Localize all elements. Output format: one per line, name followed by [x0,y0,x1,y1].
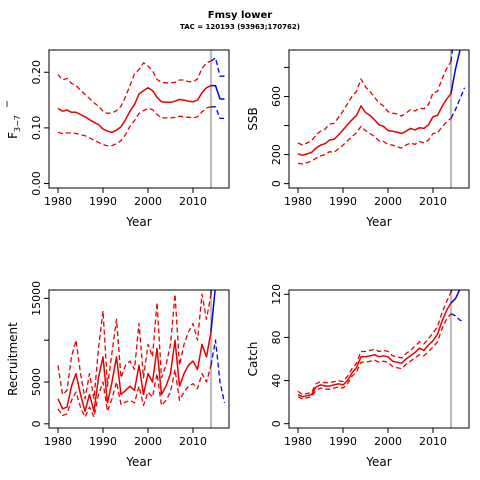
ssb-plot-frame [288,49,470,189]
ssb-ytick-label: 600 [270,86,283,107]
catch-xtick-label: 1980 [284,435,312,448]
catch-ytick-label: 80 [270,330,283,344]
panel-ssb: 1980 1990 2000 2010 0 200 600 Year SSB [246,49,470,229]
rec-ylabel: Recruitment [6,322,20,396]
catch-hist-lo-line [297,313,452,400]
rec-proj-lo-line [210,339,226,404]
ssb-hist-lo-line [297,117,452,165]
ssb-ylabel: SSB [246,107,260,130]
rec-xtick-label: 2010 [179,435,207,448]
f-hist-hi-line [57,60,212,115]
ssb-xlabel: Year [365,215,391,229]
f-ylabel: F3−7 [6,115,22,139]
f-proj-hi-line [210,57,225,77]
f-ytick-label: 0.10 [30,116,43,141]
catch-xtick-label: 2010 [419,435,447,448]
rec-ytick-label: 15000 [30,281,43,316]
f-xtick-label: 2000 [134,195,162,208]
catch-xlabel: Year [365,455,391,469]
catch-xtick-label: 2000 [374,435,402,448]
figure-title: Fmsy lower [207,10,273,21]
catch-proj-mid-line [450,290,461,304]
rec-plot-frame [48,289,230,429]
panel-f: 1980 1990 2000 2010 0.00 0.10 0.20 Year F3−7 [6,49,230,229]
f-proj-lo-line [211,106,225,120]
catch-proj-hi-line [450,290,453,293]
f-ytick-label: 0.00 [30,171,43,196]
rec-hist-hi-line [57,293,212,400]
catch-ytick-label: 40 [270,374,283,388]
catch-proj-lo-line [450,313,465,322]
f-xtick-label: 1980 [44,195,72,208]
rec-xtick-label: 1980 [44,435,72,448]
figure-subtitle: TAC = 120193 (93963;170762) [180,23,300,31]
f-xlabel: Year [125,215,151,229]
catch-hist-mid-line [297,302,452,398]
rec-xtick-label: 1990 [89,435,117,448]
catch-hist-hi-line [297,291,452,396]
catch-plot-frame [288,289,470,429]
f-hist-mid-line [57,84,212,134]
f-xtick-label: 1990 [89,195,117,208]
ssb-xtick-label: 2000 [374,195,402,208]
rec-xtick-label: 2000 [134,435,162,448]
rec-xlabel: Year [125,455,151,469]
f-ytick-label: 0.20 [30,60,43,85]
catch-ylabel: Catch [246,342,260,377]
rec-hist-mid-line [57,331,212,413]
ssb-xtick-label: 2010 [419,195,447,208]
ssb-hist-mid-line [297,93,452,157]
ssb-xtick-label: 1980 [284,195,312,208]
catch-ytick-label: 0 [270,420,283,427]
catch-ytick-label: 120 [270,284,283,305]
rec-ytick-label: 5000 [30,368,43,396]
ssb-ytick-label: 0 [270,180,283,187]
f-plot-frame [48,49,230,189]
ssb-proj-mid-line [450,50,461,94]
panel-catch: 1980 1990 2000 2010 0 40 80 120 Year Catch [246,284,470,469]
ssb-xtick-label: 1990 [329,195,357,208]
f-hist-lo-line [57,106,212,147]
panel-recruitment: 1980 1990 2000 2010 0 5000 15000 Year Recruitmen… [6,281,230,469]
f-xtick-label: 2010 [179,195,207,208]
ssb-hist-hi-line [297,61,452,146]
rec-hist-lo-line [57,365,212,418]
rec-proj-mid-line [210,290,216,332]
ssb-proj-lo-line [450,87,466,119]
ssb-proj-hi-line [450,50,454,62]
ssb-ytick-label: 200 [270,144,283,165]
f-proj-mid-line [211,84,225,100]
catch-xtick-label: 1990 [329,435,357,448]
f-ylabel-subscript: 3−7 [13,115,22,132]
rec-ytick-label: 0 [30,420,43,427]
rec-proj-hi-line [210,290,212,295]
